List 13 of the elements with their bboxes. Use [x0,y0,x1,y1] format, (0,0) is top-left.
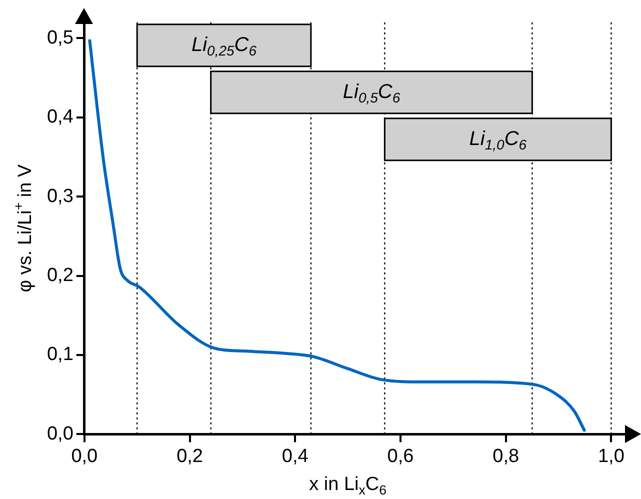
x-tick-label: 0,6 [387,446,414,467]
y-tick-label: 0,3 [46,186,74,207]
y-tick-label: 0,1 [46,344,74,366]
x-tick-label: 0,4 [282,446,309,467]
y-tick-label: 0,4 [46,106,74,128]
x-tick-label: 1,0 [598,446,624,467]
y-tick-label: 0,2 [46,265,74,286]
y-axis-title: φ vs. Li/Li+ in V [11,164,36,292]
x-tick-label: 0,8 [492,446,520,467]
y-tick-label: 0,5 [46,27,74,48]
x-tick-label: 0,2 [176,446,203,467]
x-tick-label: 0,0 [71,446,98,467]
y-tick-label: 0,0 [46,423,74,444]
